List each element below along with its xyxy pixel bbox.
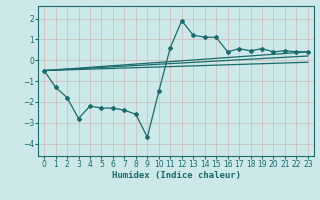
X-axis label: Humidex (Indice chaleur): Humidex (Indice chaleur) <box>111 171 241 180</box>
